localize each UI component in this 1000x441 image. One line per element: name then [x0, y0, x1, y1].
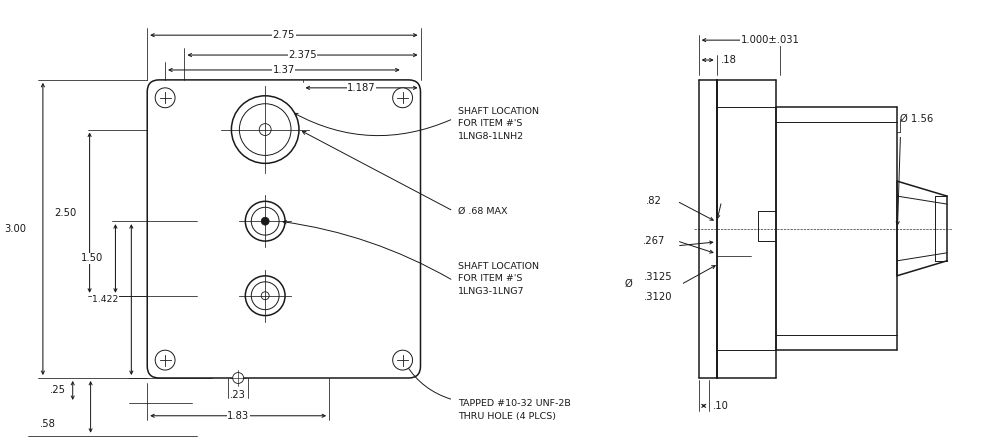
Text: .82: .82	[646, 196, 662, 206]
Circle shape	[251, 282, 279, 310]
Text: 1.83: 1.83	[227, 411, 249, 421]
Text: Ø: Ø	[624, 279, 632, 288]
Circle shape	[155, 88, 175, 108]
Text: .25: .25	[50, 385, 66, 395]
Circle shape	[261, 292, 269, 300]
Text: .3120: .3120	[644, 292, 673, 302]
Text: Ø .68 MAX: Ø .68 MAX	[458, 206, 508, 216]
Text: 2.75: 2.75	[273, 30, 295, 40]
Text: 1.422: 1.422	[92, 295, 119, 304]
Text: 3.00: 3.00	[4, 224, 26, 234]
Text: Ø 1.56: Ø 1.56	[900, 114, 934, 123]
Text: .23: .23	[230, 390, 246, 400]
Text: .3125: .3125	[644, 272, 673, 282]
FancyBboxPatch shape	[147, 80, 421, 378]
Text: 1.37: 1.37	[273, 65, 295, 75]
Text: TAPPED #10-32 UNF-2B
THRU HOLE (4 PLCS): TAPPED #10-32 UNF-2B THRU HOLE (4 PLCS)	[458, 399, 571, 421]
Text: .58: .58	[40, 419, 56, 429]
Text: .18: .18	[721, 55, 736, 65]
Circle shape	[233, 373, 244, 384]
Circle shape	[155, 350, 175, 370]
Text: 1.187: 1.187	[347, 83, 376, 93]
Circle shape	[251, 207, 279, 235]
Text: SHAFT LOCATION
FOR ITEM #'S
1LNG3-1LNG7: SHAFT LOCATION FOR ITEM #'S 1LNG3-1LNG7	[458, 262, 539, 295]
Circle shape	[393, 88, 413, 108]
Circle shape	[259, 123, 271, 135]
Text: .10: .10	[713, 401, 729, 411]
Text: .267: .267	[643, 236, 665, 246]
Circle shape	[261, 217, 269, 225]
Circle shape	[393, 350, 413, 370]
Circle shape	[239, 104, 291, 155]
Text: SHAFT LOCATION
FOR ITEM #'S
1LNG8-1LNH2: SHAFT LOCATION FOR ITEM #'S 1LNG8-1LNH2	[458, 107, 539, 141]
Text: 2.375: 2.375	[288, 50, 317, 60]
Text: 2.50: 2.50	[55, 208, 77, 218]
Circle shape	[245, 276, 285, 316]
Circle shape	[245, 202, 285, 241]
Text: 1.000±.031: 1.000±.031	[741, 35, 800, 45]
Text: 1.50: 1.50	[80, 254, 103, 263]
Circle shape	[231, 96, 299, 163]
